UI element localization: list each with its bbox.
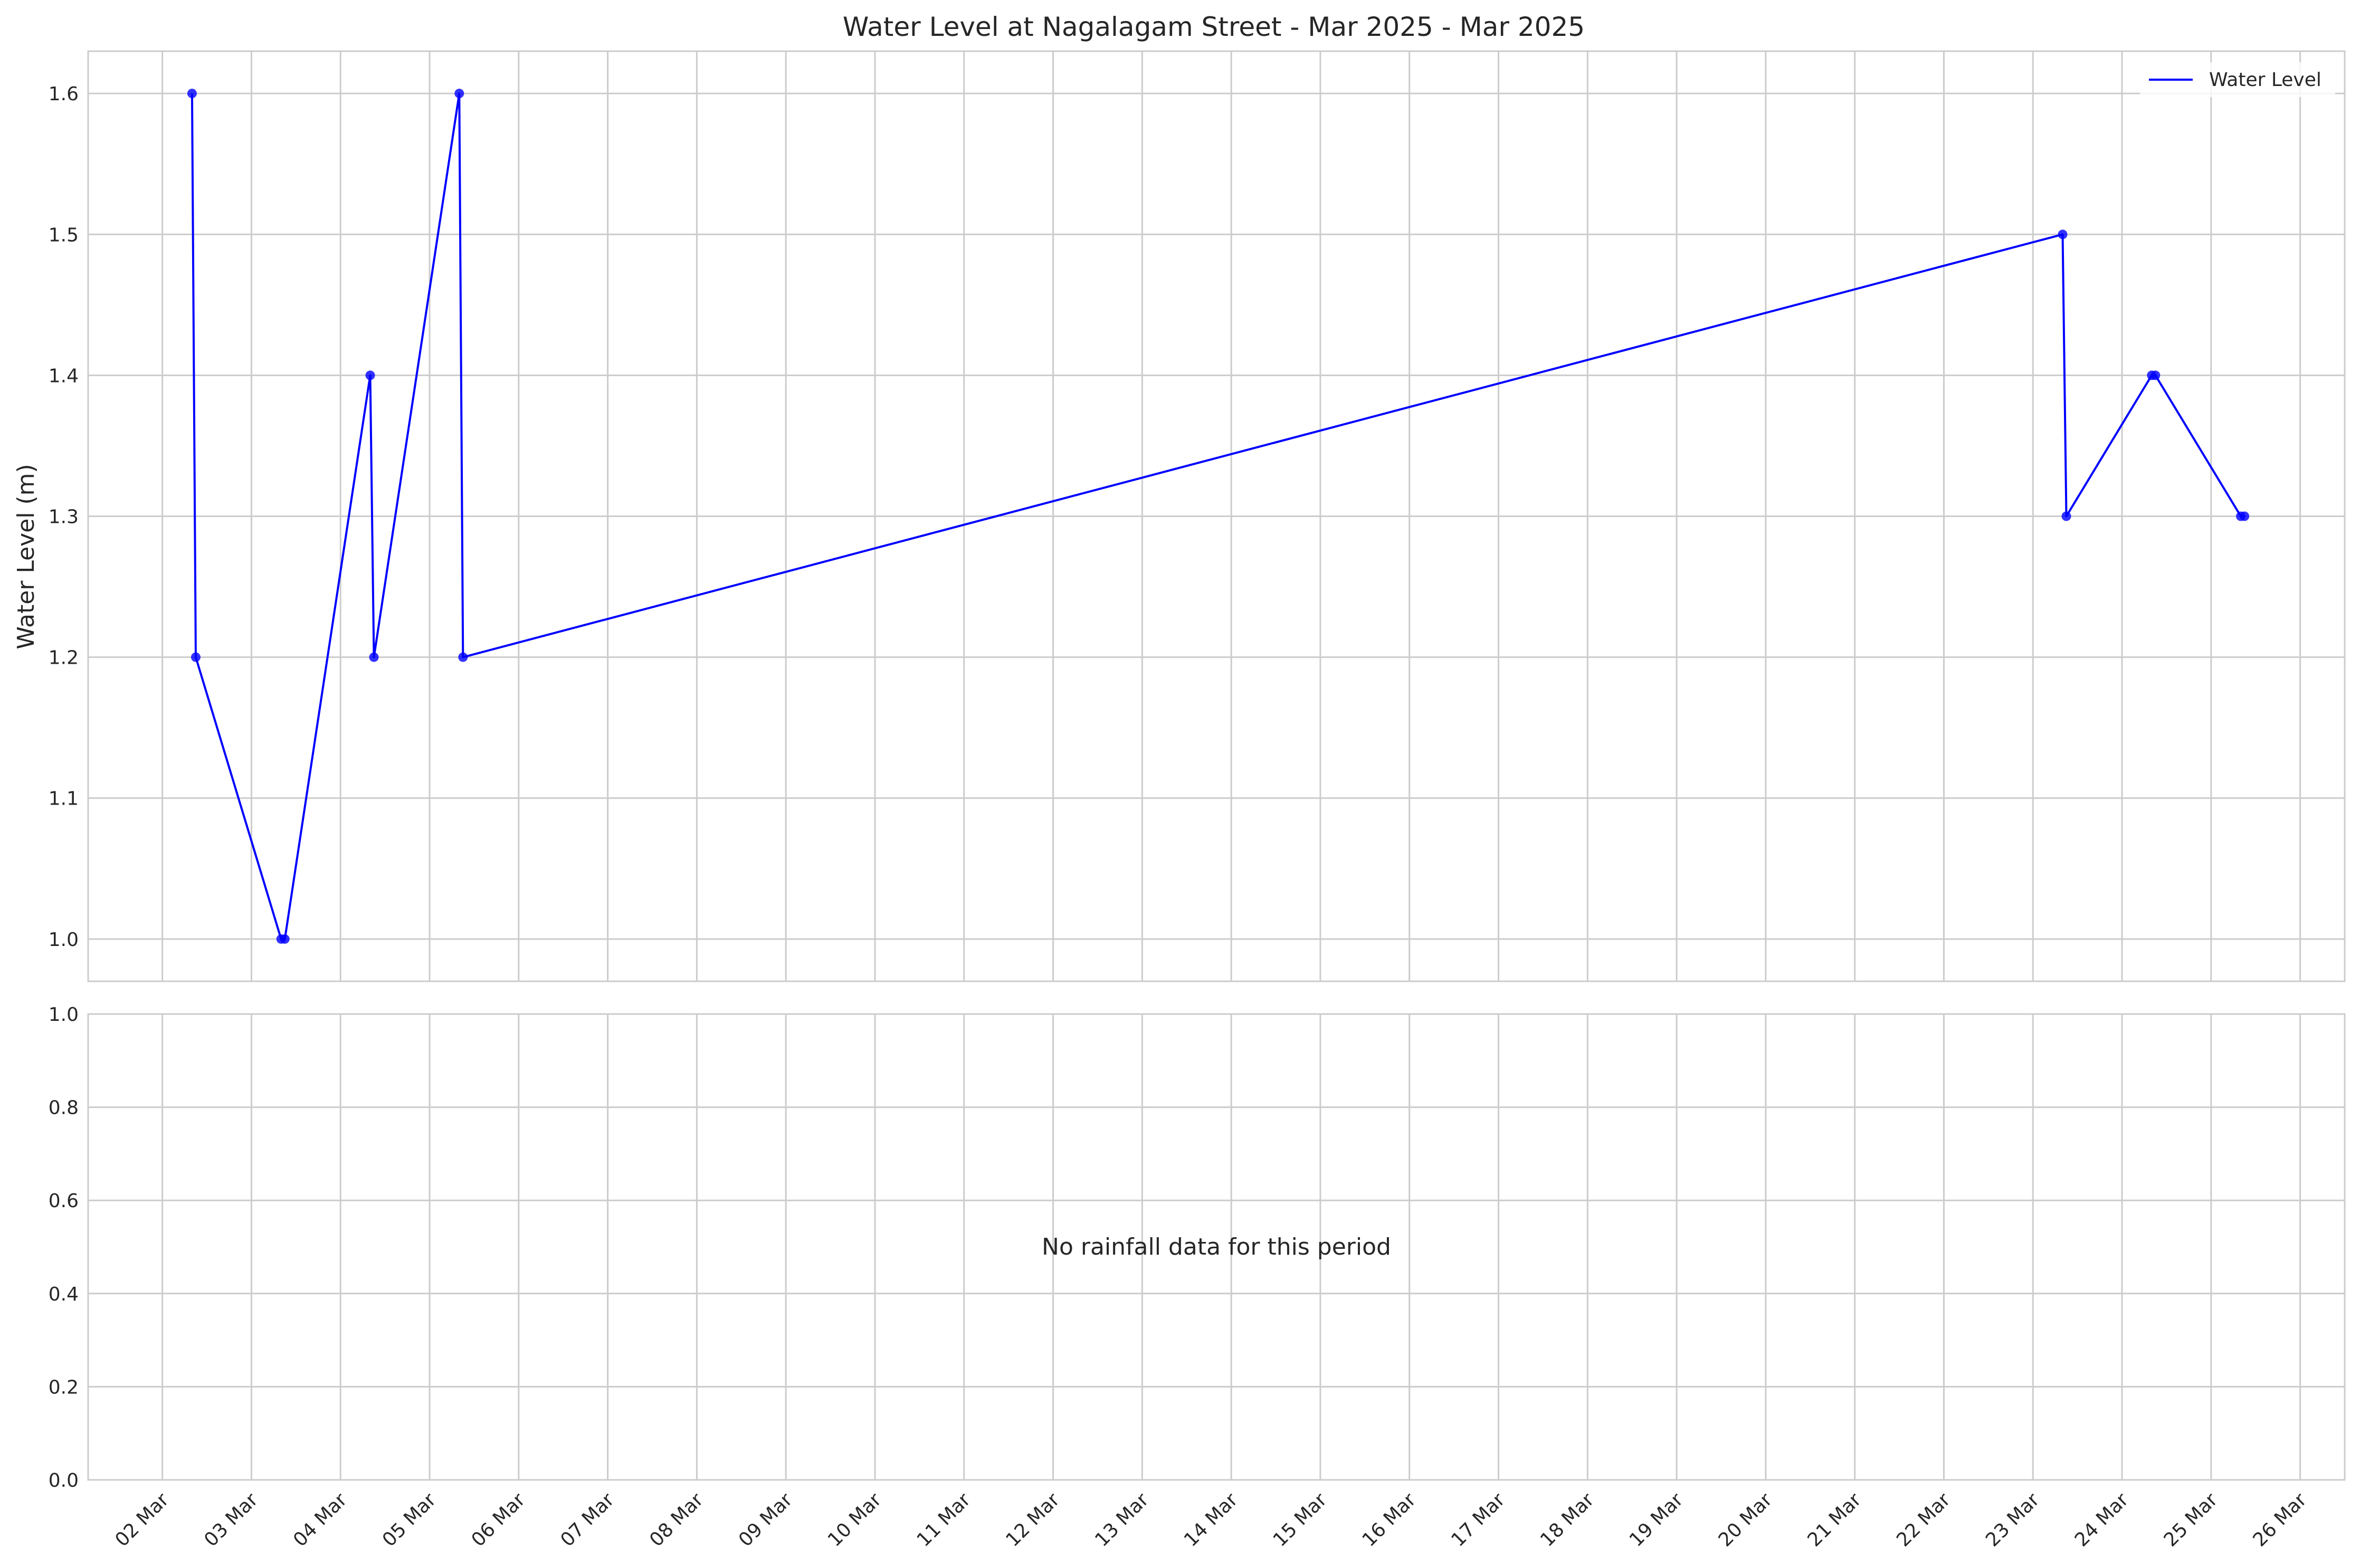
data-point-water-level (280, 934, 290, 944)
water-level-y-tick-label: 1.5 (49, 224, 79, 246)
water-level-y-tick-labels: 1.0 1.1 1.2 1.3 1.4 1.5 1.6 (49, 83, 79, 951)
water-level-y-axis-label: Water Level (m) (13, 464, 40, 649)
legend: Water Level (2140, 62, 2335, 97)
data-point-water-level (369, 652, 379, 662)
data-point-water-level (365, 370, 375, 380)
water-level-y-tick-label: 1.0 (49, 929, 79, 951)
no-rainfall-annotation: No rainfall data for this period (1042, 1234, 1391, 1260)
water-level-series (187, 89, 2250, 944)
data-point-water-level (191, 652, 201, 662)
data-point-water-level (2240, 511, 2250, 521)
data-point-water-level (2150, 370, 2161, 380)
rainfall-y-tick-label: 0.8 (49, 1097, 79, 1119)
data-point-water-level (2058, 230, 2068, 240)
rainfall-y-tick-label: 0.0 (49, 1470, 79, 1491)
data-point-water-level (454, 89, 464, 99)
legend-label-water-level: Water Level (2209, 69, 2321, 91)
water-level-y-tick-label: 1.3 (49, 506, 79, 528)
data-point-water-level (2061, 511, 2071, 521)
rainfall-plot-frame (87, 1013, 2346, 1481)
data-point-water-level (458, 652, 468, 662)
water-level-y-tick-label: 1.4 (49, 365, 79, 387)
chart-title: Water Level at Nagalagam Street - Mar 20… (843, 12, 1585, 42)
rainfall-y-tick-labels: 0.0 0.2 0.4 0.6 0.8 1.0 (49, 1004, 79, 1491)
rainfall-panel: 0.0 0.2 0.4 0.6 0.8 1.0 No rainfall data for … (49, 1004, 2346, 1491)
rainfall-y-tick-label: 1.0 (49, 1004, 79, 1026)
rainfall-y-tick-label: 0.6 (49, 1190, 79, 1212)
water-level-y-tick-label: 1.1 (49, 788, 79, 810)
rainfall-y-tick-label: 0.2 (49, 1376, 79, 1398)
water-level-plot-frame (87, 50, 2346, 982)
water-level-y-tick-label: 1.2 (49, 647, 79, 669)
data-point-water-level (187, 89, 197, 99)
rainfall-y-tick-label: 0.4 (49, 1284, 79, 1305)
water-level-y-tick-label: 1.6 (49, 83, 79, 105)
water-level-panel: 1.0 1.1 1.2 1.3 1.4 1.5 1.6 Water Level (m) Wa… (13, 50, 2346, 982)
